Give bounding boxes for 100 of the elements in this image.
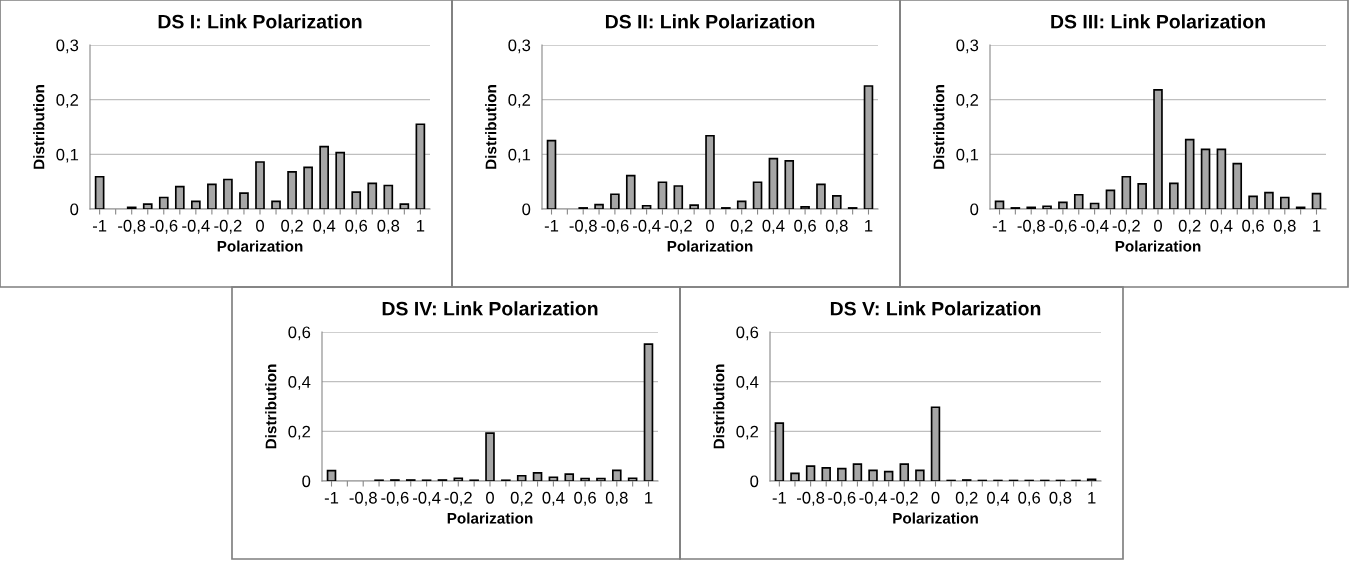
y-tick-label: 0,4 [288,376,311,390]
y-tick-label: 0,4 [736,376,759,390]
y-axis-title: Distribution [265,364,277,449]
y-tick-label: 0,3 [956,39,979,54]
bar [485,432,495,481]
x-tick-label: 1 [1313,220,1321,232]
bar [546,139,557,209]
x-tick-label: -1 [992,220,1007,232]
bar [705,134,715,209]
bar [335,151,346,209]
bar [1089,202,1100,209]
x-axis-title: Polarization [217,240,303,252]
y-tick-label: 0,2 [508,94,531,108]
y-axis-title: Distribution [713,364,725,449]
x-tick-label: -0,4 [412,491,441,506]
x-tick-label: 0 [486,491,494,504]
y-tick-label: 0,6 [736,326,759,341]
bar [805,465,816,481]
x-tick-label: 0,6 [345,219,368,234]
x-tick-label: 0,8 [377,219,400,234]
bar [1105,189,1116,209]
bar [1137,183,1147,209]
bar [453,477,464,481]
bar [899,463,910,481]
x-tick-label: -0,6 [150,219,178,234]
bar [641,204,652,209]
bar [689,204,699,209]
x-tick-label: 0 [931,491,940,504]
bar [657,181,668,209]
y-tick-label: 0,2 [288,425,311,440]
x-tick-label: -1 [772,492,786,504]
x-tick-label: -0,6 [601,219,629,234]
bar [627,477,638,481]
x-tick-label: 0,4 [987,491,1010,506]
x-tick-label: 0,8 [1049,491,1072,506]
bar [883,470,894,481]
x-tick-label: 0,6 [794,219,816,234]
bar [532,471,543,481]
x-tick-label: 0,6 [1018,491,1041,506]
bar [142,203,153,209]
bar [611,469,622,481]
x-tick-label: -0,2 [444,491,472,506]
bar [303,166,313,209]
bar [594,203,604,209]
x-tick-label: -1 [324,492,339,504]
bar [1264,191,1274,209]
x-tick-label: 1 [417,220,425,232]
y-tick-label: 0,2 [736,425,759,440]
y-tick-label: 0,2 [56,94,79,108]
y-axis-title: Distribution [33,85,45,169]
chart-title: DS V: Link Polarization [830,301,1041,316]
x-tick-label: -1 [92,220,107,232]
y-tick-label: 0,1 [508,148,531,163]
bar [516,474,527,481]
x-tick-label: -0,2 [664,219,692,234]
bar [94,175,105,209]
bar [319,145,329,209]
y-axis-title: Distribution [485,85,497,169]
x-axis-title: Polarization [1115,240,1201,252]
x-tick-label: -0,2 [1112,219,1140,234]
x-tick-label: -0,6 [828,491,856,506]
bar [768,157,779,209]
bar [1121,175,1132,209]
bar [351,191,362,209]
y-tick-label: 0,3 [508,39,531,54]
bar [1153,88,1163,209]
x-tick-label: 0 [706,219,714,232]
y-axis-title: Distribution [933,85,945,169]
x-axis-title: Polarization [893,512,978,524]
bar [255,161,265,209]
x-tick-label: -0,4 [859,491,887,506]
bar [1216,148,1227,209]
y-tick-label: 0,1 [956,148,979,163]
bar [415,123,426,209]
chart-title: DS II: Link Polarization [605,14,815,29]
bar [736,200,747,209]
x-tick-label: -0,2 [890,491,918,506]
bar [994,200,1005,209]
x-tick-label: -0,4 [1080,219,1109,234]
x-tick-label: -0,6 [1049,219,1077,234]
bar [326,469,337,481]
bar [831,195,842,209]
bar [596,477,606,481]
x-tick-label: 0,4 [762,219,785,234]
bar [191,200,201,209]
bar [752,181,763,209]
x-tick-label: -0,8 [349,491,377,506]
x-tick-label: 0,8 [825,219,848,234]
y-tick-label: 0,6 [288,326,311,341]
bar [1073,193,1084,209]
x-tick-label: -1 [544,220,559,232]
y-tick-label: 0 [970,203,979,216]
x-axis-title: Polarization [447,512,533,524]
x-tick-label: 0,8 [605,491,628,506]
x-tick-label: 1 [865,220,873,232]
bar [800,205,810,209]
x-tick-label: -0,6 [381,491,409,506]
bar [383,184,394,209]
chart-title: DS III: Link Polarization [1051,14,1265,29]
bar [1232,162,1243,209]
